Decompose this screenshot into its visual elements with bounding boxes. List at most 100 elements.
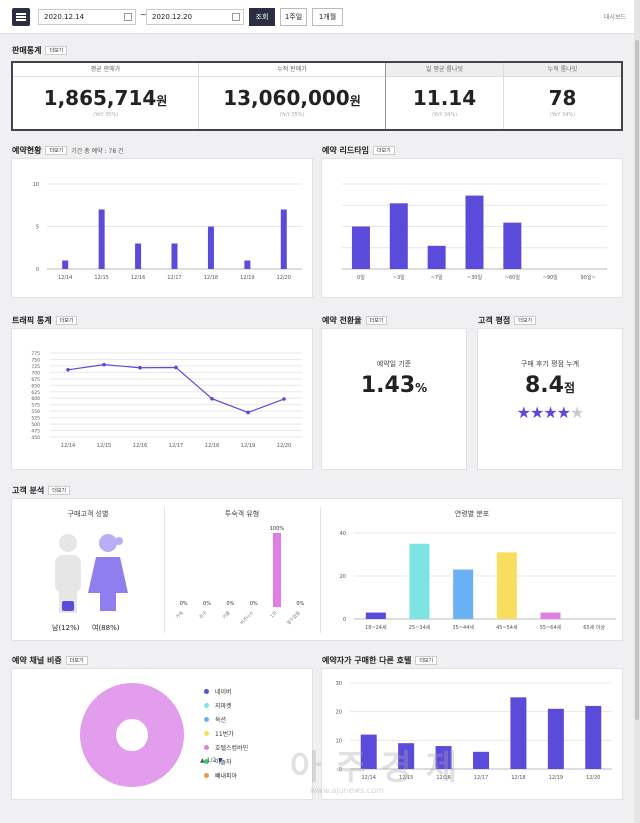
rating-card: 구매 후기 평점 누계 8.4점 ★★★★★ (477, 328, 623, 470)
channel-title: 예약 채널 비중 더보기 (12, 655, 88, 666)
legend-swatch (204, 759, 209, 764)
x-tick-label: 비즈니스 (238, 609, 255, 626)
y-tick-label: 700 (31, 370, 40, 376)
male-ratio-label: 남(12%) (52, 624, 80, 632)
x-tick-label: 커플 (221, 609, 232, 620)
y-tick-label: 5 (36, 225, 39, 231)
menu-icon[interactable] (12, 8, 30, 26)
male-figure-icon (55, 534, 81, 613)
rating-value: 8.4점 (524, 373, 576, 398)
x-tick-label: 12/19 (240, 275, 254, 281)
leadtime-card: 0일 ~3일 ~7일 ~30일 ~60일 ~90일 90일~ (321, 158, 623, 298)
bar (62, 260, 69, 269)
x-tick-label: 12/16 (436, 775, 450, 781)
leadtime-chart: 0일 ~3일 ~7일 ~30일 ~60일 ~90일 90일~ (342, 183, 607, 281)
x-tick-label: 25~34세 (409, 624, 431, 631)
female-figure-icon (88, 534, 128, 611)
x-tick-label: 12/18 (204, 275, 218, 281)
other-hotels-more-button[interactable]: 더보기 (415, 656, 438, 665)
legend-label: 지마켓 (215, 703, 232, 710)
x-tick-label: 알수없음 (285, 609, 302, 626)
bar (207, 226, 214, 269)
line-point (246, 410, 250, 415)
guest-type-chart: 0% 가족 0% 친구 0% 커플 0% 비즈니스 100% 1인 0% 알수없음 (174, 526, 304, 626)
y-tick-label: 600 (31, 396, 40, 402)
search-button[interactable]: 조회 (249, 8, 275, 26)
star-icon: ★ (516, 403, 531, 422)
channel-more-button[interactable]: 더보기 (65, 656, 88, 665)
legend-pager[interactable]: ▲ 1/2 ▼ (200, 757, 223, 764)
total-price-stat: 누적 판매가 13,060,000원 (YoY 35%) (199, 63, 385, 129)
reservation-card: 10 5 0 12/14 12/15 12/16 12/17 12/18 12/19 12/20 (11, 158, 313, 298)
legend-item: 지마켓 (204, 701, 232, 710)
other-hotels-card: 30 20 10 0 12/14 12/15 12/16 12/17 12/18 12/19 12/… (321, 668, 623, 800)
x-tick-label: 12/19 (549, 775, 563, 781)
bar (280, 209, 287, 269)
data-label: 0% (296, 601, 304, 607)
data-label: 0% (226, 601, 234, 607)
x-tick-label: ~60일 (505, 274, 521, 281)
calendar-icon[interactable] (232, 13, 240, 21)
data-label: 0% (180, 601, 188, 607)
bar (398, 743, 415, 769)
y-tick-label: 625 (31, 390, 40, 396)
week-button[interactable]: 1주일 (280, 8, 307, 26)
y-tick-label: 500 (31, 422, 40, 428)
legend-item: 11번가 (204, 729, 234, 738)
other-hotels-chart: 30 20 10 0 12/14 12/15 12/16 12/17 12/18 12/19 12/… (336, 681, 612, 781)
month-button[interactable]: 1개월 (312, 8, 343, 26)
y-tick-label: 450 (31, 435, 40, 441)
y-tick-label: 650 (31, 383, 40, 389)
age-title: 연령별 분포 (454, 510, 490, 518)
x-tick-label: 가족 (174, 609, 185, 620)
bar (427, 245, 446, 269)
customer-more-button[interactable]: 더보기 (48, 486, 71, 495)
star-icon: ★ (543, 403, 557, 422)
bar (510, 697, 527, 769)
female-ratio-label: 여(88%) (92, 624, 120, 632)
data-label: 0% (203, 601, 211, 607)
legend-label: 옥션 (215, 717, 227, 724)
leadtime-more-button[interactable]: 더보기 (372, 146, 395, 155)
reservation-summary: 기간 총 예약 : 78 건 (71, 148, 124, 155)
line-point (210, 396, 214, 401)
x-tick-label: 친구 (198, 609, 209, 620)
page-scrollbar[interactable] (634, 0, 640, 823)
traffic-more-button[interactable]: 더보기 (55, 316, 78, 325)
calendar-icon[interactable] (124, 13, 132, 21)
bar (547, 708, 564, 769)
conversion-more-button[interactable]: 더보기 (365, 316, 388, 325)
watermark-logo: 아주경제 (290, 748, 472, 788)
legend-label: 빼내피아 (215, 773, 238, 780)
bar (585, 705, 602, 769)
y-tick-label: 775 (31, 351, 40, 357)
traffic-card: 775 750 725 700 675 650 625 600 575 550 525 500 475 4… (11, 328, 313, 470)
bar (453, 569, 474, 619)
dashboard-link[interactable]: 대시보드 (603, 14, 626, 21)
y-tick-label: 525 (31, 416, 40, 422)
x-tick-label: 12/17 (169, 443, 183, 449)
x-tick-label: 12/20 (277, 275, 291, 281)
y-tick-label: 10 (336, 738, 342, 744)
reservation-title: 예약현황 더보기 기간 총 예약 : 78 건 (12, 146, 124, 155)
customer-title: 고객 분석 더보기 (12, 485, 71, 496)
x-tick-label: 1인 (269, 609, 279, 619)
legend-item: 야놀자 (204, 757, 232, 766)
sales-more-button[interactable]: 더보기 (45, 46, 68, 55)
reservation-more-button[interactable]: 더보기 (45, 146, 68, 155)
x-tick-label: 12/15 (94, 275, 108, 281)
end-date-input[interactable]: 2020.12.20 (146, 9, 244, 25)
age-chart: 40 20 0 18~24세 25~34세 35~44세 45~54세 55~64세 65세 이… (340, 531, 616, 631)
rating-more-button[interactable]: 더보기 (514, 316, 537, 325)
bar (473, 751, 489, 769)
donut-slice-hotelscombined (80, 683, 184, 787)
x-tick-label: ~90일 (543, 274, 559, 281)
legend-swatch (204, 703, 209, 708)
start-date-input[interactable]: 2020.12.14 (38, 9, 136, 25)
data-label: 100% (270, 526, 285, 532)
channel-donut-chart (80, 683, 184, 787)
bar (465, 195, 484, 269)
x-tick-label: 90일~ (580, 274, 595, 281)
x-tick-label: 12/15 (97, 443, 111, 449)
type-title: 투숙객 유형 (224, 510, 260, 518)
